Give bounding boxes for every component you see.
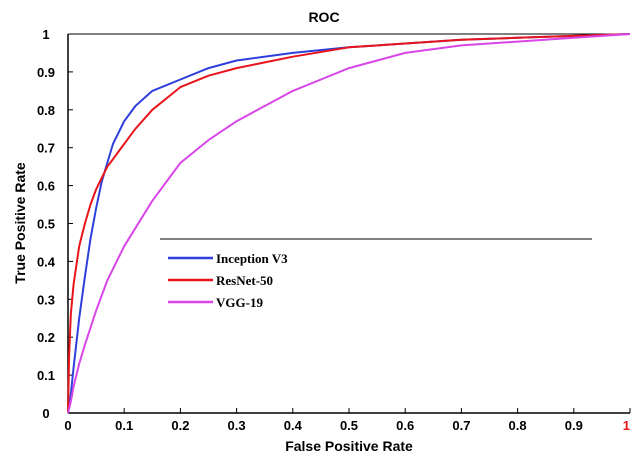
x-tick-label: 0.9	[565, 418, 583, 433]
legend: Inception V3 ResNet-50 VGG-19	[160, 238, 592, 310]
y-tick-label: 0.5	[37, 217, 55, 232]
legend-label: Inception V3	[216, 251, 288, 266]
x-tick-label: 0	[64, 418, 71, 433]
x-tick-label: 0.6	[396, 418, 414, 433]
x-tick-label: 0.4	[284, 418, 303, 433]
series-line-inception-v3	[67, 33, 631, 414]
y-tick-label: 0.7	[37, 141, 55, 156]
x-tick-label: 0.1	[115, 418, 133, 433]
y-tick-label: 1	[42, 27, 49, 42]
x-tick-label: 1	[623, 418, 630, 433]
x-tick-label: 0.8	[509, 418, 527, 433]
y-tick-label: 0.6	[37, 179, 55, 194]
x-tick-label: 0.3	[228, 418, 246, 433]
y-tick-label: 0	[42, 406, 49, 421]
series-line-resnet-50	[67, 33, 631, 414]
series-lines	[67, 33, 631, 414]
axis-ticks: 0 0.1 0.2 0.3 0.4 0.5 0.6 0.7 0.8 0.9 1 0 0.1 0.2 0.3 0…	[37, 27, 631, 433]
y-tick-label: 0.4	[37, 254, 56, 269]
x-axis-label: False Positive Rate	[285, 438, 413, 454]
legend-label: ResNet-50	[216, 273, 273, 288]
y-tick-label: 0.9	[37, 65, 55, 80]
y-tick-label: 0.1	[37, 368, 55, 383]
y-tick-label: 0.2	[37, 330, 55, 345]
legend-label: VGG-19	[216, 295, 263, 310]
x-tick-label: 0.7	[452, 418, 470, 433]
x-tick-label: 0.5	[340, 418, 358, 433]
y-tick-label: 0.3	[37, 292, 55, 307]
y-tick-label: 0.8	[37, 103, 55, 118]
series-line-vgg-19	[67, 33, 631, 414]
y-axis-label: True Positive Rate	[12, 162, 28, 284]
x-tick-label: 0.2	[171, 418, 189, 433]
chart-title: ROC	[308, 9, 339, 25]
